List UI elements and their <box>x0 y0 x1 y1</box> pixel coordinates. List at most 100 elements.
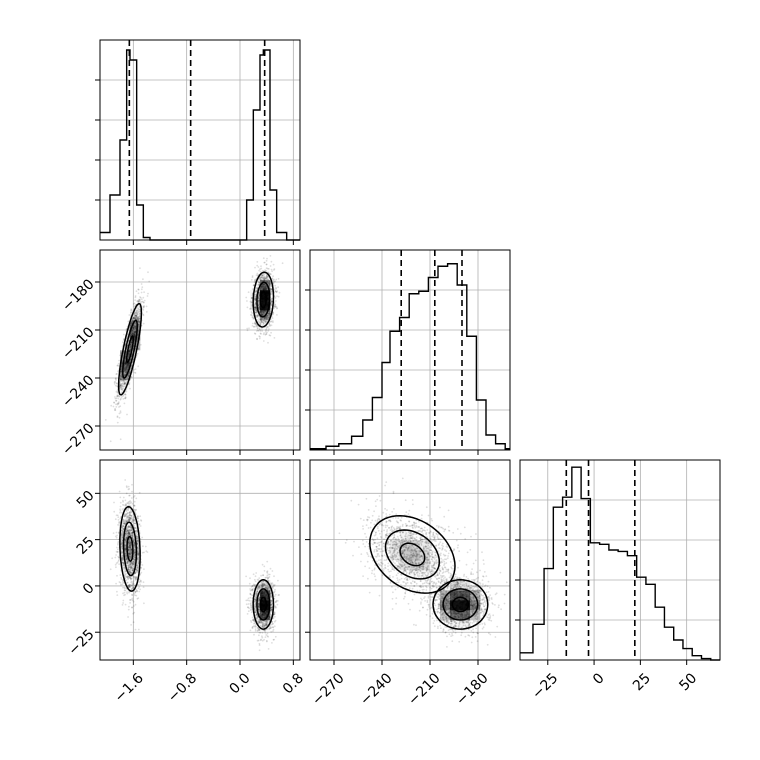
scatter-panel-0-2-sample <box>124 538 126 541</box>
scatter-panel-0-1-sample <box>261 295 264 298</box>
scatter-panel-0-1-sample <box>128 382 131 384</box>
scatter-panel-0-2-sample <box>121 557 124 559</box>
scatter-panel-0-1-sample <box>254 305 257 307</box>
scatter-panel-0-1-sample <box>259 332 262 335</box>
scatter-panel-0-1-sample <box>137 299 140 302</box>
scatter-panel-0-2-sample <box>128 553 131 556</box>
scatter-panel-0-2-sample <box>122 525 125 527</box>
scatter-panel-0-2-sample <box>126 562 129 565</box>
scatter-panel-0-1-sample <box>255 311 257 314</box>
scatter-panel-0-1-sample <box>262 285 264 288</box>
scatter-panel-0-1-sample <box>134 317 137 320</box>
scatter-panel-0-1-sample <box>258 335 261 337</box>
scatter-panel-0-1-sample <box>128 372 131 374</box>
scatter-panel-0-1-sample <box>264 277 267 280</box>
scatter-panel-0-1-samples <box>104 255 284 443</box>
scatter-panel-0-2-sample <box>119 505 122 508</box>
scatter-panel-0-1-sample <box>266 288 269 290</box>
scatter-panel-0-1-sample <box>266 292 269 295</box>
scatter-panel-0-1-sample <box>268 279 270 282</box>
scatter-panel-0-1-sample <box>257 294 260 297</box>
scatter-panel-0-1-sample <box>264 299 266 301</box>
scatter-panel-0-1-sample <box>133 317 136 320</box>
scatter-panel-0-1-sample <box>266 303 269 305</box>
scatter-panel-0-1-sample <box>137 310 140 313</box>
scatter-panel-0-1-sample <box>117 397 120 400</box>
scatter-panel-0-1-sample <box>260 290 263 292</box>
scatter-panel-0-2-sample <box>137 520 140 522</box>
scatter-panel-0-1-sample <box>122 341 124 343</box>
scatter-panel-0-1-sample <box>268 279 270 282</box>
scatter-panel-0-2-sample <box>125 538 127 541</box>
scatter-panel-0-2-sample <box>118 563 120 565</box>
scatter-panel-0-2-sample <box>128 529 131 531</box>
scatter-panel-0-1-sample <box>134 331 136 333</box>
scatter-panel-0-1-sample <box>131 331 133 334</box>
scatter-panel-0-1-sample <box>118 412 121 415</box>
scatter-panel-0-1-sample <box>125 367 127 369</box>
scatter-panel-0-1-sample <box>260 309 263 312</box>
scatter-panel-0-1-sample <box>134 322 137 324</box>
scatter-panel-0-1-sample <box>254 307 256 309</box>
scatter-panel-0-2-sample <box>130 543 133 546</box>
scatter-panel-0-1-sample <box>124 368 127 371</box>
scatter-panel-0-2-sample <box>124 576 126 578</box>
scatter-panel-0-1-sample <box>265 305 268 308</box>
scatter-panel-0-2-sample <box>132 568 135 570</box>
scatter-panel-0-1-sample <box>130 322 133 325</box>
scatter-panel-0-1-sample <box>263 285 266 287</box>
scatter-panel-0-1-sample <box>124 368 126 371</box>
scatter-panel-0-1-sample <box>119 378 122 381</box>
scatter-panel-0-2-sample <box>124 593 126 596</box>
scatter-panel-0-1-sample <box>135 316 138 318</box>
scatter-panel-0-1-sample <box>263 287 265 290</box>
scatter-panel-0-1-sample <box>258 307 260 310</box>
scatter-panel-0-2-sample <box>131 594 134 597</box>
scatter-panel-0-2-sample <box>122 525 125 528</box>
scatter-panel-0-1-sample <box>265 277 267 280</box>
scatter-panel-0-1-sample <box>145 305 148 308</box>
scatter-panel-0-1-sample <box>130 309 133 312</box>
scatter-panel-0-2-sample <box>140 571 143 574</box>
scatter-panel-0-1-sample <box>264 329 267 332</box>
scatter-panel-0-1-sample <box>146 295 149 297</box>
scatter-panel-0-2-sample <box>128 575 131 578</box>
scatter-panel-0-2-sample <box>131 502 134 505</box>
scatter-panel-0-2-sample <box>131 528 133 531</box>
scatter-panel-0-1-sample <box>271 320 274 322</box>
scatter-panel-0-2-sample <box>136 515 139 518</box>
scatter-panel-0-1-sample <box>260 267 263 270</box>
scatter-panel-0-2-sample <box>126 581 128 584</box>
scatter-panel-0-1-sample <box>254 293 257 296</box>
scatter-panel-0-1-sample <box>262 302 265 305</box>
scatter-panel-0-1-sample <box>269 312 271 314</box>
scatter-panel-0-1-sample <box>125 368 128 371</box>
scatter-panel-0-1-sample <box>266 304 269 306</box>
scatter-panel-0-1-sample <box>263 286 266 288</box>
scatter-panel-0-1-sample <box>258 306 260 309</box>
scatter-panel-0-2-sample <box>258 634 260 637</box>
scatter-panel-0-1-sample <box>134 317 137 320</box>
scatter-panel-0-2-sample <box>128 546 130 549</box>
scatter-panel-0-1-density-cell <box>130 310 141 321</box>
scatter-panel-0-2-sample <box>127 530 129 533</box>
scatter-panel-0-1-sample <box>259 310 262 313</box>
scatter-panel-0-1-sample <box>259 279 262 282</box>
scatter-panel-0-2-sample <box>125 572 127 575</box>
scatter-panel-0-2-sample <box>123 564 125 567</box>
scatter-panel-0-1-sample <box>136 316 138 319</box>
scatter-panel-0-1-sample <box>127 374 129 377</box>
scatter-panel-0-1-sample <box>125 371 127 373</box>
scatter-panel-0-1-sample <box>119 384 122 387</box>
scatter-panel-0-1-sample <box>263 277 265 280</box>
scatter-panel-0-1-sample <box>137 315 140 318</box>
scatter-panel-0-1-sample <box>263 307 266 310</box>
scatter-panel-0-1-sample <box>263 279 266 281</box>
scatter-panel-0-1-sample <box>135 315 137 318</box>
scatter-panel-0-1-sample <box>116 364 119 367</box>
scatter-panel-0-1-sample <box>263 283 266 285</box>
scatter-panel-0-2-sample <box>134 551 136 553</box>
scatter-panel-0-2-sample <box>121 561 124 564</box>
scatter-panel-0-1-sample <box>253 306 256 308</box>
scatter-panel-0-1-sample <box>254 322 256 325</box>
